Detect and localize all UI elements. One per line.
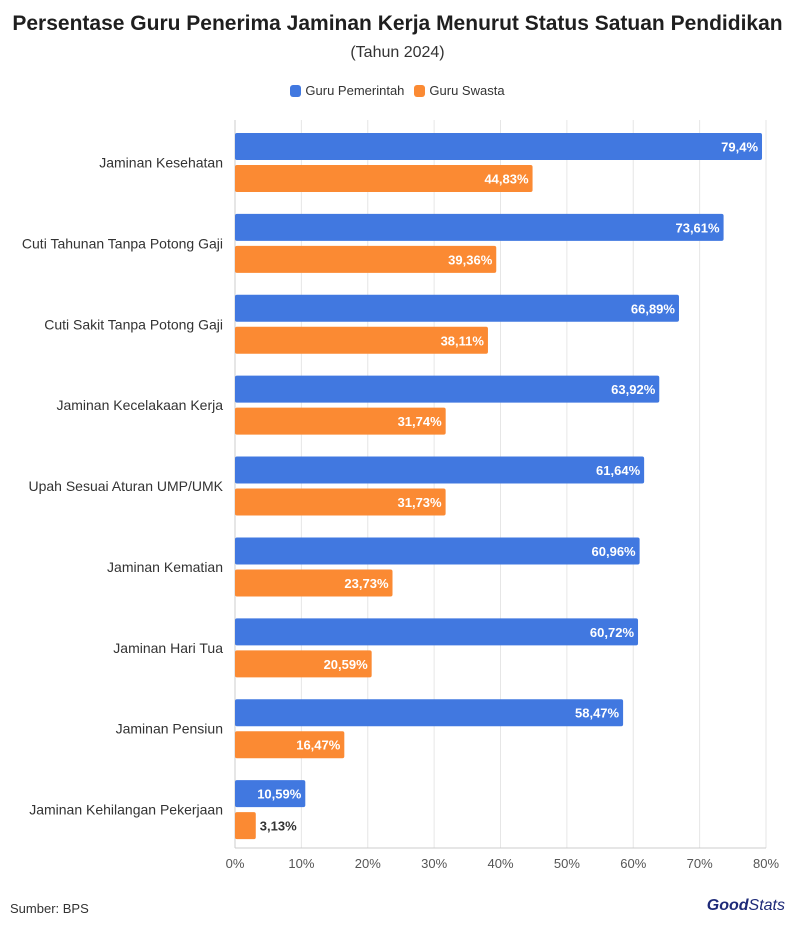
x-tick-label: 30% — [421, 856, 447, 871]
logo-part-stats: Stats — [748, 897, 785, 914]
x-tick-label: 0% — [226, 856, 245, 871]
legend-swatch-guru-pemerintah — [290, 84, 302, 97]
chart-subtitle: (Tahun 2024) — [350, 44, 445, 61]
bar — [235, 375, 660, 403]
category-label: Jaminan Kehilangan Pekerjaan — [29, 802, 223, 818]
data-label: 60,96% — [592, 544, 637, 559]
category-label: Cuti Tahunan Tanpa Potong Gaji — [22, 235, 223, 251]
legend-label-guru-swasta: Guru Swasta — [429, 83, 505, 98]
logo-part-good: Good — [706, 897, 749, 914]
bar — [235, 326, 488, 354]
bar — [235, 488, 446, 516]
data-label: 38,11% — [441, 333, 485, 348]
bar — [235, 650, 372, 678]
legend-label-guru-pemerintah: Guru Pemerintah — [305, 83, 405, 98]
bar — [235, 165, 533, 192]
bar — [235, 780, 306, 808]
data-label: 10,59% — [257, 787, 302, 802]
bar — [235, 213, 724, 241]
category-label: Jaminan Kesehatan — [99, 155, 223, 171]
data-label: 60,72% — [590, 625, 635, 640]
bar — [235, 245, 497, 273]
category-label: Cuti Sakit Tanpa Potong Gaji — [44, 316, 223, 332]
bar — [235, 537, 640, 565]
data-label: 20,59% — [324, 657, 369, 672]
chart-title: Persentase Guru Penerima Jaminan Kerja M… — [12, 12, 783, 35]
data-label: 44,83% — [484, 172, 529, 187]
x-tick-label: 40% — [487, 856, 513, 871]
bar — [235, 294, 679, 322]
data-label: 63,92% — [611, 382, 656, 397]
legend-item-guru-swasta[interactable]: Guru Swasta — [414, 83, 505, 98]
data-label: 23,73% — [344, 576, 389, 591]
x-tick-label: 50% — [554, 856, 580, 871]
x-tick-label: 80% — [753, 856, 779, 871]
bar — [235, 456, 645, 484]
bar — [235, 731, 345, 759]
data-label: 39,36% — [448, 252, 493, 267]
x-tick-label: 60% — [620, 856, 646, 871]
bar — [235, 618, 639, 646]
legend: Guru Pemerintah Guru Swasta — [0, 83, 795, 98]
source-note: Sumber: BPS — [10, 901, 89, 916]
bar — [235, 569, 393, 597]
goodstats-logo: GoodStats — [707, 897, 785, 915]
data-label: 73,61% — [675, 220, 720, 235]
bar — [235, 812, 256, 840]
legend-item-guru-pemerintah[interactable]: Guru Pemerintah — [290, 83, 404, 98]
category-label: Jaminan Pensiun — [116, 721, 223, 737]
category-label: Jaminan Kematian — [107, 559, 223, 575]
data-label: 66,89% — [631, 301, 676, 316]
category-label: Jaminan Kecelakaan Kerja — [56, 397, 223, 413]
x-tick-label: 70% — [687, 856, 713, 871]
data-label: 79,4% — [721, 140, 758, 155]
category-label: Upah Sesuai Aturan UMP/UMK — [28, 478, 223, 494]
legend-swatch-guru-swasta — [414, 84, 426, 97]
data-label: 31,73% — [398, 495, 443, 510]
data-label: 16,47% — [296, 738, 341, 753]
x-tick-label: 10% — [288, 856, 314, 871]
data-label: 3,13% — [260, 819, 297, 834]
bar — [235, 133, 763, 160]
bar — [235, 699, 624, 727]
x-tick-label: 20% — [355, 856, 381, 871]
data-label: 61,64% — [596, 463, 641, 478]
data-label: 58,47% — [575, 706, 620, 721]
category-label: Jaminan Hari Tua — [113, 640, 223, 656]
data-label: 31,74% — [398, 414, 443, 429]
bar — [235, 407, 446, 435]
